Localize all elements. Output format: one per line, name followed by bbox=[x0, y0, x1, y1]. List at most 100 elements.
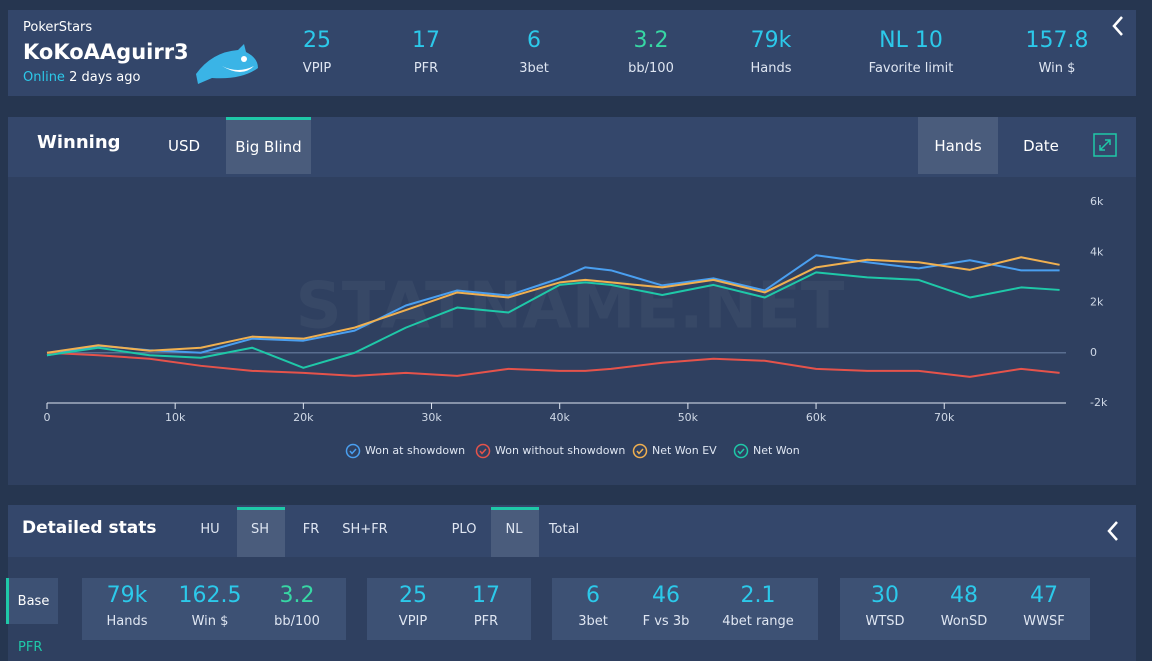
stat-label: PFR bbox=[413, 61, 439, 76]
stat-value: 25 bbox=[399, 583, 427, 608]
tab-date[interactable]: Date bbox=[1023, 136, 1059, 155]
x-tick-label: 60k bbox=[806, 411, 827, 424]
series-line bbox=[46, 254, 1060, 357]
filter[interactable]: SH bbox=[250, 522, 270, 537]
stat-group bbox=[552, 578, 818, 640]
status: Online bbox=[23, 70, 65, 85]
brand: PokerStars bbox=[23, 20, 93, 35]
stat-value: 3.2 bbox=[279, 583, 315, 608]
x-tick-label: 30k bbox=[421, 411, 442, 424]
stat-label: bb/100 bbox=[628, 61, 674, 76]
stat-value: NL 10 bbox=[879, 28, 943, 53]
stat-label: Win $ bbox=[1038, 61, 1076, 76]
legend-label: Net Won EV bbox=[652, 444, 717, 457]
chart-area bbox=[8, 177, 1136, 485]
stat-value: 17 bbox=[472, 583, 500, 608]
stat-label: 3bet bbox=[578, 614, 608, 629]
player-header bbox=[8, 10, 1136, 96]
stat-value: 17 bbox=[412, 28, 440, 53]
game-highlight bbox=[491, 507, 539, 557]
expand-icon[interactable] bbox=[1093, 133, 1117, 157]
legend-label: Net Won bbox=[753, 444, 800, 457]
game-filter[interactable]: NL bbox=[505, 522, 523, 537]
status-line: Online 2 days ago bbox=[23, 70, 140, 85]
game-filter[interactable]: PLO bbox=[451, 522, 477, 537]
legend-swatch bbox=[733, 443, 749, 459]
stat-value: 2.1 bbox=[740, 583, 776, 608]
stat-value: 6 bbox=[527, 28, 541, 53]
stat-value: 48 bbox=[950, 583, 978, 608]
collapse-icon[interactable] bbox=[1108, 14, 1128, 38]
x-tick-label: 40k bbox=[550, 411, 571, 424]
stat-group bbox=[367, 578, 531, 640]
filter-highlight bbox=[237, 507, 285, 557]
last-seen: 2 days ago bbox=[69, 70, 141, 85]
side-tab-pfr[interactable]: PFR bbox=[18, 640, 43, 655]
player-name[interactable]: KoKoAAguirr3 bbox=[23, 40, 189, 64]
x-tick-label: 50k bbox=[678, 411, 699, 424]
legend-check bbox=[479, 448, 487, 455]
stat-value: 46 bbox=[652, 583, 680, 608]
details-collapse-icon[interactable] bbox=[1103, 519, 1123, 543]
stat-label: F vs 3b bbox=[642, 614, 690, 629]
game-filter[interactable]: Total bbox=[548, 522, 580, 537]
legend-check bbox=[636, 448, 644, 455]
series-line bbox=[46, 271, 1060, 369]
x-tick-label: 0 bbox=[44, 411, 51, 424]
stat-value: 6 bbox=[586, 583, 600, 608]
filter[interactable]: SH+FR bbox=[342, 522, 388, 537]
legend-swatch bbox=[345, 443, 361, 459]
legend-label: Won at showdown bbox=[365, 444, 465, 457]
x-tick-label: 10k bbox=[165, 411, 186, 424]
stat-label: VPIP bbox=[398, 614, 428, 629]
stat-label: Hands bbox=[750, 61, 792, 76]
tab-big-blind[interactable]: Big Blind bbox=[226, 117, 311, 174]
stat-value: 79k bbox=[106, 583, 148, 608]
series-line bbox=[46, 351, 1060, 378]
stat-label: WWSF bbox=[1023, 614, 1065, 629]
tab-usd[interactable]: USD bbox=[167, 136, 201, 155]
side-tab-base[interactable]: Base bbox=[6, 578, 58, 624]
legend-swatch bbox=[632, 443, 648, 459]
legend-check bbox=[737, 448, 745, 455]
y-tick-label: 6k bbox=[1090, 195, 1104, 208]
x-tick-label: 70k bbox=[934, 411, 955, 424]
legend-item[interactable]: Net Won bbox=[733, 443, 800, 459]
stat-label: VPIP bbox=[302, 61, 332, 76]
y-tick-label: -2k bbox=[1090, 396, 1108, 409]
legend-item[interactable]: Net Won EV bbox=[632, 443, 718, 459]
shark-eye bbox=[241, 56, 247, 62]
stat-label: 3bet bbox=[519, 61, 549, 76]
details-toolbar bbox=[8, 505, 1136, 557]
stat-value: 79k bbox=[750, 28, 792, 53]
stat-label: Hands bbox=[106, 614, 148, 629]
stat-label: PFR bbox=[473, 614, 499, 629]
stat-group bbox=[840, 578, 1090, 640]
stat-label: WonSD bbox=[940, 614, 988, 629]
shark-teeth bbox=[222, 66, 254, 72]
stat-label: bb/100 bbox=[274, 614, 320, 629]
y-tick-label: 0 bbox=[1090, 346, 1097, 359]
legend-item[interactable]: Won at showdown bbox=[345, 443, 466, 459]
stat-value: 25 bbox=[303, 28, 331, 53]
stat-group bbox=[82, 578, 346, 640]
x-tick-label: 20k bbox=[293, 411, 314, 424]
stat-label: 4bet range bbox=[722, 614, 794, 629]
legend-swatch bbox=[475, 443, 491, 459]
stat-value: 30 bbox=[871, 583, 899, 608]
details-title: Detailed stats bbox=[22, 518, 157, 538]
chart-title: Winning bbox=[37, 132, 121, 153]
stat-value: 162.5 bbox=[178, 583, 242, 608]
stat-label: WTSD bbox=[865, 614, 905, 629]
stat-label: Favorite limit bbox=[868, 61, 954, 76]
tab-hands[interactable]: Hands bbox=[918, 117, 998, 174]
legend-item[interactable]: Won without showdown bbox=[475, 443, 626, 459]
shark-avatar bbox=[196, 44, 258, 84]
filter[interactable]: HU bbox=[200, 522, 220, 537]
filter[interactable]: FR bbox=[302, 522, 320, 537]
legend-check bbox=[349, 448, 357, 455]
stat-value: 3.2 bbox=[633, 28, 669, 53]
